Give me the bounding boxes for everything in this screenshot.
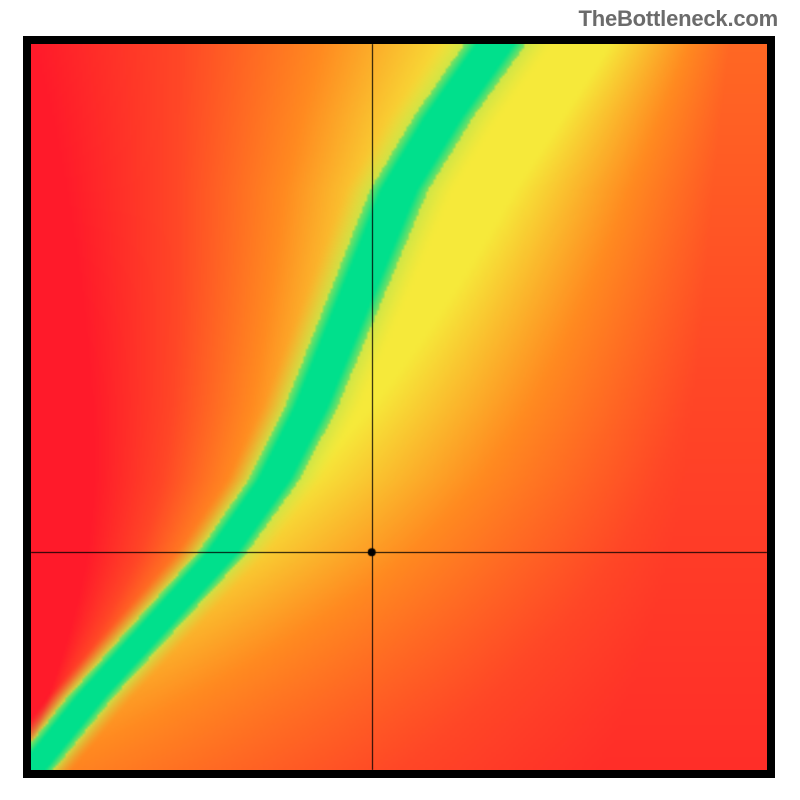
overlay-canvas [23, 36, 775, 778]
watermark-text: TheBottleneck.com [578, 6, 778, 32]
container: TheBottleneck.com [0, 0, 800, 800]
plot-area [23, 36, 775, 778]
